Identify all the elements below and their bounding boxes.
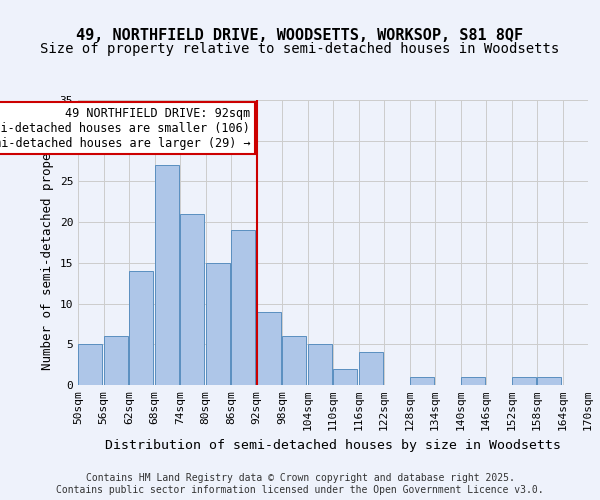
Bar xyxy=(231,230,255,385)
Text: Contains HM Land Registry data © Crown copyright and database right 2025.
Contai: Contains HM Land Registry data © Crown c… xyxy=(56,474,544,495)
Y-axis label: Number of semi-detached properties: Number of semi-detached properties xyxy=(41,115,54,370)
Bar xyxy=(461,377,485,385)
Text: 49, NORTHFIELD DRIVE, WOODSETTS, WORKSOP, S81 8QF: 49, NORTHFIELD DRIVE, WOODSETTS, WORKSOP… xyxy=(76,28,524,42)
Text: 49 NORTHFIELD DRIVE: 92sqm
← 79% of semi-detached houses are smaller (106)
21% o: 49 NORTHFIELD DRIVE: 92sqm ← 79% of semi… xyxy=(0,106,250,150)
Bar xyxy=(129,271,153,385)
Bar xyxy=(104,336,128,385)
Bar xyxy=(511,377,536,385)
Bar xyxy=(282,336,306,385)
Bar xyxy=(78,344,102,385)
Bar xyxy=(537,377,561,385)
Bar xyxy=(205,263,230,385)
Bar xyxy=(155,165,179,385)
Bar xyxy=(409,377,434,385)
Bar xyxy=(333,368,357,385)
Bar xyxy=(308,344,332,385)
Text: Size of property relative to semi-detached houses in Woodsetts: Size of property relative to semi-detach… xyxy=(40,42,560,56)
Bar xyxy=(180,214,204,385)
Bar xyxy=(257,312,281,385)
X-axis label: Distribution of semi-detached houses by size in Woodsetts: Distribution of semi-detached houses by … xyxy=(105,438,561,452)
Bar xyxy=(359,352,383,385)
